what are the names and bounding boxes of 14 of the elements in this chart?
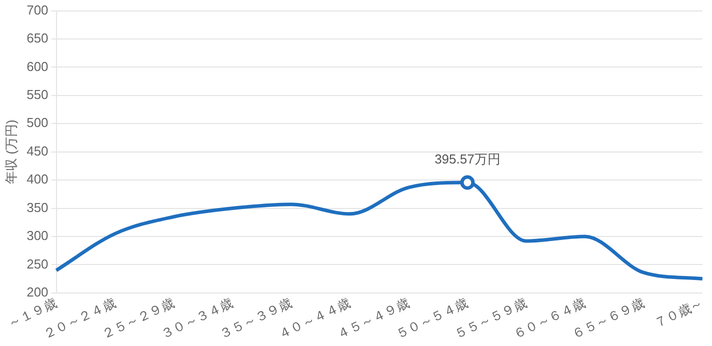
y-tick-label: 500 [26, 115, 48, 130]
y-tick-label: 200 [26, 284, 48, 300]
y-axis-title: 年収 (万円) [3, 120, 18, 184]
y-tick-label: 350 [26, 200, 48, 215]
x-tick-label: ７０歳～ [652, 295, 706, 331]
y-tick-label: 600 [26, 58, 48, 74]
y-tick-label: 650 [26, 30, 48, 46]
y-tick-label: 450 [26, 143, 48, 158]
y-tick-label: 700 [26, 2, 48, 18]
y-tick-label: 250 [26, 256, 48, 272]
y-tick-label: 400 [26, 172, 48, 187]
y-tick-label: 300 [26, 228, 48, 244]
data-label: 395.57万円 [434, 152, 500, 167]
y-tick-label: 550 [26, 87, 48, 102]
